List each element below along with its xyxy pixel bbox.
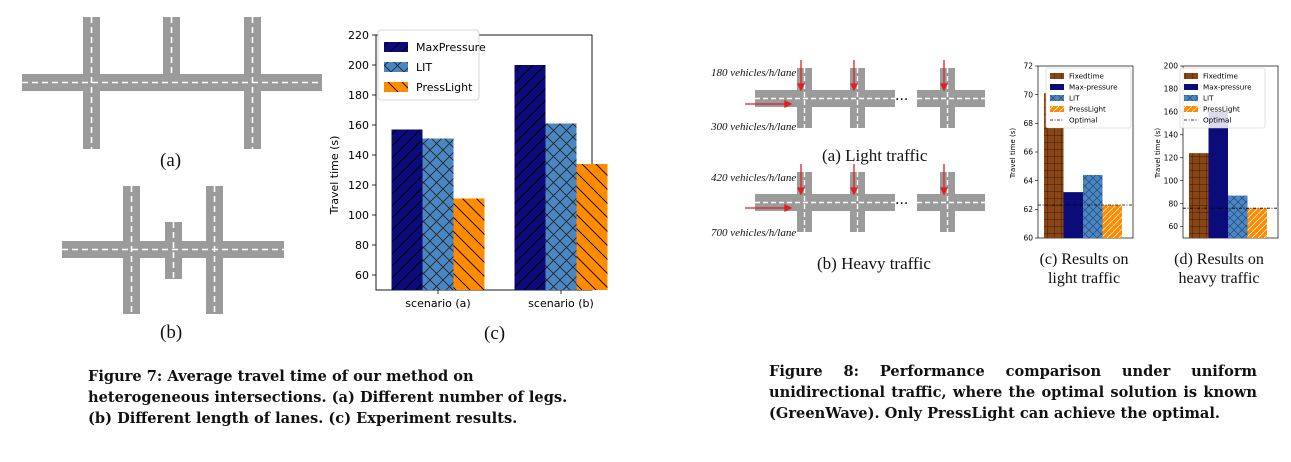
legend8c-maxpressure: Max-pressure	[1069, 83, 1118, 92]
fig7c-label: (c)	[484, 323, 506, 344]
heavy-traffic-label: (b) Heavy traffic	[817, 254, 931, 273]
fig8d-ytick-label: 80	[1168, 199, 1178, 208]
fig8-caption: Figure 8: Performance comparison under u…	[769, 363, 1257, 422]
fig8c-bar-lit	[1083, 174, 1103, 238]
heavy-traffic-diagram: ···	[745, 164, 985, 232]
fig8d-ytick-label: 60	[1168, 222, 1178, 231]
fig8d-bar-chart: 60 80 100 120 140 160 180 200 Travel time (s) F…	[1154, 62, 1279, 239]
fig7c-ytick-label: 140	[348, 149, 369, 162]
legend8c-optimal: Optimal	[1069, 116, 1097, 125]
fig7c-category-b: scenario (b)	[528, 297, 594, 310]
fig8c-bar-presslight	[1102, 205, 1122, 238]
light-ns-flow: 180 vehicles/h/lane	[711, 67, 797, 79]
legend8c-fixedtime: Fixedtime	[1069, 72, 1104, 81]
flow-arrows	[745, 60, 949, 109]
fig7c-ytick-label: 160	[348, 119, 369, 132]
fig8d-bar-lit	[1228, 195, 1248, 238]
fig7c-bar-presslight-hatch	[576, 164, 608, 290]
fig8d-ylabel: Travel time (s)	[1154, 128, 1162, 179]
legend8d-lit: LIT	[1203, 94, 1214, 103]
fig7c-ytick-label: 80	[355, 239, 369, 252]
fig8c-legend: Fixedtime Max-pressure LIT PressLight Op…	[1045, 67, 1132, 129]
heavy-ew-flow: 700 vehicles/h/lane	[711, 227, 797, 239]
fig8c-ytick-label: 68	[1023, 119, 1033, 128]
fig7c-category-a: scenario (a)	[405, 297, 470, 310]
fig7a-label: (a)	[160, 150, 182, 171]
fig8d-bar-fixedtime	[1189, 153, 1209, 238]
fig7c-bar-maxpressure-hatch	[514, 65, 546, 290]
legend8d-maxpressure: Max-pressure	[1203, 83, 1252, 92]
legend8c-lit: LIT	[1069, 94, 1080, 103]
fig8d-ytick-label: 180	[1164, 85, 1179, 94]
fig7c-ytick-label: 220	[348, 29, 369, 42]
legend-presslight: PressLight	[416, 81, 473, 94]
heavy-ns-flow: 420 vehicles/h/lane	[711, 172, 797, 184]
legend-lit: LIT	[416, 61, 432, 74]
light-traffic-label: (a) Light traffic	[822, 146, 928, 165]
fig7c-ytick-label: 200	[348, 59, 369, 72]
legend8d-optimal: Optimal	[1203, 116, 1231, 125]
fig8d-ytick-label: 100	[1164, 176, 1179, 185]
fig7c-legend: MaxPressure LIT PressLight	[377, 29, 486, 101]
fig8c-ytick-label: 60	[1023, 234, 1033, 243]
fig7c-ytick-label: 180	[348, 89, 369, 102]
fig8d-bar-presslight	[1247, 208, 1267, 238]
fig7a-road-network	[22, 17, 322, 149]
fig7c-ytick-label: 60	[355, 269, 369, 282]
fig8d-ytick-label: 200	[1164, 62, 1179, 71]
fig8d-label: (d) Results on heavy traffic	[1164, 250, 1274, 288]
fig8c-label-line2: light traffic	[1047, 270, 1121, 287]
fig8c-ytick-label: 64	[1023, 176, 1033, 185]
fig7c-ytick-label: 100	[348, 209, 369, 222]
fig8d-legend: Fixedtime Max-pressure LIT PressLight Op…	[1179, 67, 1266, 129]
legend8d-fixedtime: Fixedtime	[1203, 72, 1238, 81]
ellipsis-light: ···	[895, 92, 908, 108]
fig8c-bar-maxpressure	[1063, 192, 1083, 238]
fig7c-bar-presslight-hatch	[453, 198, 485, 290]
legend8c-presslight: PressLight	[1069, 105, 1106, 114]
fig8c-bar-fixedtime	[1044, 93, 1064, 238]
fig8c-label-line1: (c) Results on	[1039, 251, 1129, 268]
fig7c-bar-chart: 60 80 100 120 140 160 180 200 220 Travel time (s…	[328, 29, 608, 310]
light-ew-flow: 300 vehicles/h/lane	[711, 121, 797, 133]
fig8d-ytick-label: 160	[1164, 108, 1179, 117]
fig8c-ytick-label: 62	[1023, 205, 1033, 214]
ellipsis-heavy: ···	[895, 196, 908, 212]
fig7c-ytick-label: 120	[348, 179, 369, 192]
fig7c-ylabel: Travel time (s)	[328, 136, 341, 216]
fig8c-ytick-label: 70	[1023, 90, 1033, 99]
fig8c-ytick-label: 66	[1023, 148, 1033, 157]
fig7b-road-network	[62, 186, 284, 314]
fig8d-ytick-label: 120	[1164, 153, 1179, 162]
fig8d-bar-maxpressure	[1208, 111, 1228, 238]
fig8d-label-line2: heavy traffic	[1178, 270, 1260, 287]
fig7-caption: Figure 7: Average travel time of our met…	[88, 368, 568, 427]
fig8c-ytick-label: 72	[1023, 62, 1033, 71]
fig7c-bar-lit-hatch	[545, 123, 577, 290]
fig7c-bar-maxpressure-hatch	[391, 129, 423, 290]
fig8d-ytick-label: 140	[1164, 131, 1179, 140]
legend-maxpressure: MaxPressure	[416, 41, 486, 54]
fig8c-bar-chart: 60 62 64 66 68 70 72 Travel time (s) Fixedtime…	[1009, 62, 1134, 243]
fig7b-label: (b)	[160, 322, 183, 343]
legend8d-presslight: PressLight	[1203, 105, 1240, 114]
fig8d-label-line1: (d) Results on	[1174, 251, 1264, 268]
fig7c-bar-lit-hatch	[422, 138, 454, 290]
fig8c-label: (c) Results on light traffic	[1029, 250, 1139, 288]
light-traffic-diagram: ···	[745, 60, 985, 128]
fig8c-ylabel: Travel time (s)	[1009, 128, 1017, 179]
